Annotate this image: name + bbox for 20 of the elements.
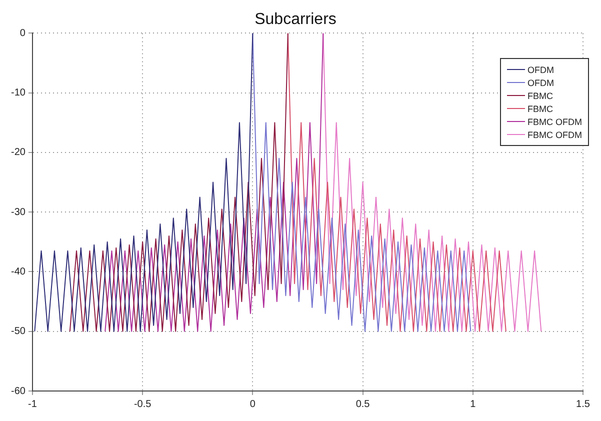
x-tick-label: 1 [470, 398, 476, 410]
y-tick-label: -20 [11, 147, 26, 158]
y-tick-label: -30 [11, 206, 26, 218]
y-tick-label: -60 [11, 386, 26, 397]
legend-label: FBMC OFDM [528, 130, 582, 140]
x-tick-label: 1.5 [576, 398, 590, 410]
y-tick-label: -50 [11, 326, 26, 338]
y-tick-label: 0 [20, 28, 26, 39]
x-tick-label: 0.5 [356, 398, 370, 410]
legend-label: OFDM [528, 64, 554, 74]
y-tick-label: -40 [11, 266, 26, 278]
x-tick-label: -0.5 [134, 398, 152, 410]
legend-label: FBMC OFDM [528, 116, 582, 126]
legend-label: OFDM [528, 78, 554, 88]
chart-title: Subcarriers [254, 11, 336, 28]
legend-label: FBMC [528, 104, 553, 114]
x-tick-label: -1 [28, 398, 38, 410]
x-tick-label: 0 [250, 398, 256, 410]
legend-label: FBMC [528, 90, 553, 100]
y-tick-label: -10 [11, 88, 26, 99]
